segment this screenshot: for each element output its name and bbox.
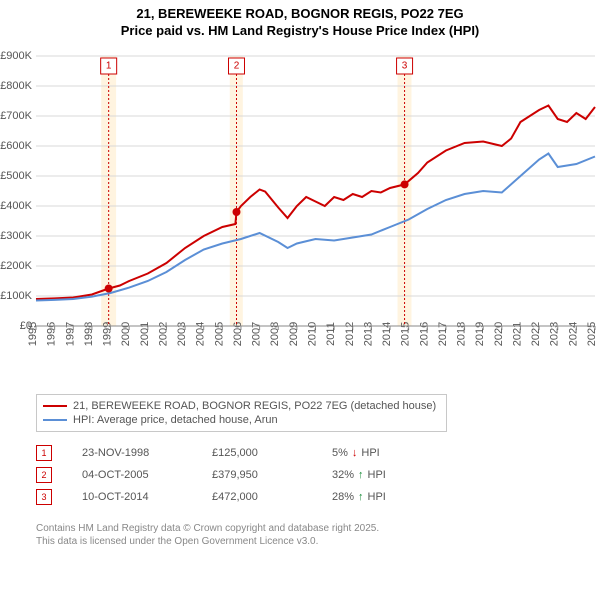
svg-text:2023: 2023 xyxy=(549,322,561,346)
title-block: 21, BEREWEEKE ROAD, BOGNOR REGIS, PO22 7… xyxy=(0,0,600,40)
event-price: £379,950 xyxy=(212,469,332,481)
event-price: £472,000 xyxy=(212,491,332,503)
event-row: 1 23-NOV-1998£125,0005%↓HPI xyxy=(36,442,600,464)
svg-text:2021: 2021 xyxy=(511,322,523,346)
event-row: 3 10-OCT-2014£472,00028%↑HPI xyxy=(36,486,600,508)
event-date: 10-OCT-2014 xyxy=(82,491,212,503)
legend-label: HPI: Average price, detached house, Arun xyxy=(73,414,278,426)
events-table: 1 23-NOV-1998£125,0005%↓HPI 2 04-OCT-2005£3… xyxy=(36,442,600,508)
svg-text:2022: 2022 xyxy=(530,322,542,346)
event-date: 04-OCT-2005 xyxy=(82,469,212,481)
chart-svg: £0£100K£200K£300K£400K£500K£600K£700K£80… xyxy=(0,46,600,386)
legend-label: 21, BEREWEEKE ROAD, BOGNOR REGIS, PO22 7… xyxy=(73,400,436,412)
event-price: £125,000 xyxy=(212,447,332,459)
svg-text:1: 1 xyxy=(106,60,112,71)
svg-text:2006: 2006 xyxy=(232,322,244,346)
svg-text:2003: 2003 xyxy=(176,322,188,346)
title-line-2: Price paid vs. HM Land Registry's House … xyxy=(0,23,600,40)
event-badge: 3 xyxy=(36,489,52,505)
arrow-up-icon: ↑ xyxy=(358,491,364,503)
event-delta: 32%↑HPI xyxy=(332,469,386,481)
svg-text:2002: 2002 xyxy=(157,322,169,346)
svg-text:2005: 2005 xyxy=(213,322,225,346)
svg-text:2024: 2024 xyxy=(567,322,579,346)
event-badge: 2 xyxy=(36,467,52,483)
svg-text:2007: 2007 xyxy=(251,322,263,346)
arrow-down-icon: ↓ xyxy=(352,447,358,459)
event-badge: 1 xyxy=(36,445,52,461)
event-date: 23-NOV-1998 xyxy=(82,447,212,459)
svg-text:£500K: £500K xyxy=(0,170,32,182)
legend-row: HPI: Average price, detached house, Arun xyxy=(43,413,436,427)
svg-text:2015: 2015 xyxy=(400,322,412,346)
svg-text:2009: 2009 xyxy=(288,322,300,346)
svg-text:2019: 2019 xyxy=(474,322,486,346)
svg-text:£600K: £600K xyxy=(0,140,32,152)
footer-line-1: Contains HM Land Registry data © Crown c… xyxy=(36,522,600,535)
footer: Contains HM Land Registry data © Crown c… xyxy=(36,522,600,548)
svg-text:2025: 2025 xyxy=(586,322,598,346)
chart-container: 21, BEREWEEKE ROAD, BOGNOR REGIS, PO22 7… xyxy=(0,0,600,548)
footer-line-2: This data is licensed under the Open Gov… xyxy=(36,535,600,548)
svg-text:1997: 1997 xyxy=(64,322,76,346)
svg-text:2: 2 xyxy=(234,60,240,71)
svg-text:2012: 2012 xyxy=(344,322,356,346)
svg-text:£700K: £700K xyxy=(0,110,32,122)
svg-text:£200K: £200K xyxy=(0,260,32,272)
svg-text:2000: 2000 xyxy=(120,322,132,346)
svg-text:1996: 1996 xyxy=(46,322,58,346)
svg-text:£400K: £400K xyxy=(0,200,32,212)
svg-text:£900K: £900K xyxy=(0,50,32,62)
legend-swatch xyxy=(43,419,67,421)
legend-row: 21, BEREWEEKE ROAD, BOGNOR REGIS, PO22 7… xyxy=(43,399,436,413)
event-delta: 28%↑HPI xyxy=(332,491,386,503)
arrow-up-icon: ↑ xyxy=(358,469,364,481)
svg-text:2020: 2020 xyxy=(493,322,505,346)
legend: 21, BEREWEEKE ROAD, BOGNOR REGIS, PO22 7… xyxy=(36,394,447,432)
legend-swatch xyxy=(43,405,67,407)
svg-text:2018: 2018 xyxy=(456,322,468,346)
event-delta: 5%↓HPI xyxy=(332,447,380,459)
svg-text:1995: 1995 xyxy=(27,322,39,346)
svg-text:2014: 2014 xyxy=(381,322,393,346)
svg-text:2004: 2004 xyxy=(195,322,207,346)
svg-text:2001: 2001 xyxy=(139,322,151,346)
svg-text:£300K: £300K xyxy=(0,230,32,242)
svg-text:3: 3 xyxy=(402,60,408,71)
event-row: 2 04-OCT-2005£379,95032%↑HPI xyxy=(36,464,600,486)
chart-area: £0£100K£200K£300K£400K£500K£600K£700K£80… xyxy=(0,46,600,386)
svg-text:2008: 2008 xyxy=(269,322,281,346)
title-line-1: 21, BEREWEEKE ROAD, BOGNOR REGIS, PO22 7… xyxy=(0,6,600,23)
svg-text:2013: 2013 xyxy=(362,322,374,346)
svg-text:£100K: £100K xyxy=(0,290,32,302)
svg-text:2010: 2010 xyxy=(307,322,319,346)
svg-text:1998: 1998 xyxy=(83,322,95,346)
svg-text:2016: 2016 xyxy=(418,322,430,346)
svg-text:£800K: £800K xyxy=(0,80,32,92)
svg-text:1999: 1999 xyxy=(102,322,114,346)
svg-text:2017: 2017 xyxy=(437,322,449,346)
